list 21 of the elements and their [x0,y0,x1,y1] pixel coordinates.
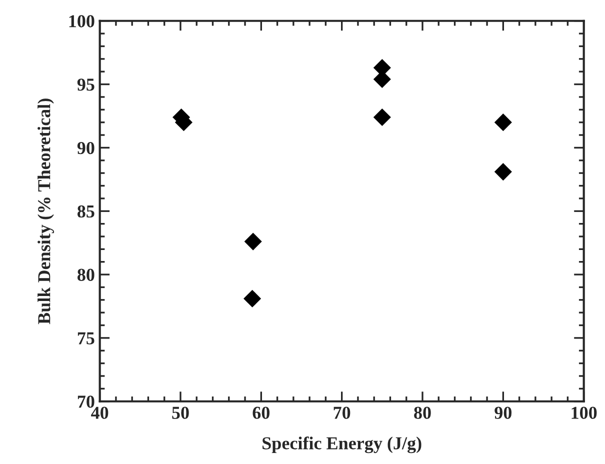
y-tick-label: 85 [78,205,94,218]
y-tick-label: 75 [78,332,94,344]
x-tick-label: 90 [494,406,512,419]
point [244,232,262,250]
x-tick-label: 60 [252,406,270,419]
y-tick-label: 100 [69,15,94,28]
point [494,114,512,132]
y-tick-label: 90 [77,142,94,154]
y-tick-label: 95 [77,78,94,91]
x-tick-label: 70 [334,406,350,419]
x-tick-label: 100 [572,406,597,419]
y-axis-title: Bulk Density (% Theoretical) [38,98,54,324]
x-tick-label: 40 [91,406,108,419]
y-tick-label: 70 [78,396,94,408]
x-tick-label: 50 [172,406,189,419]
y-tick-label: 80 [78,268,94,281]
point [494,163,512,181]
x-axis-title: Specific Energy (J/g) [262,436,422,454]
point [244,290,262,308]
x-tick-label: 80 [414,406,431,419]
point [373,108,391,126]
